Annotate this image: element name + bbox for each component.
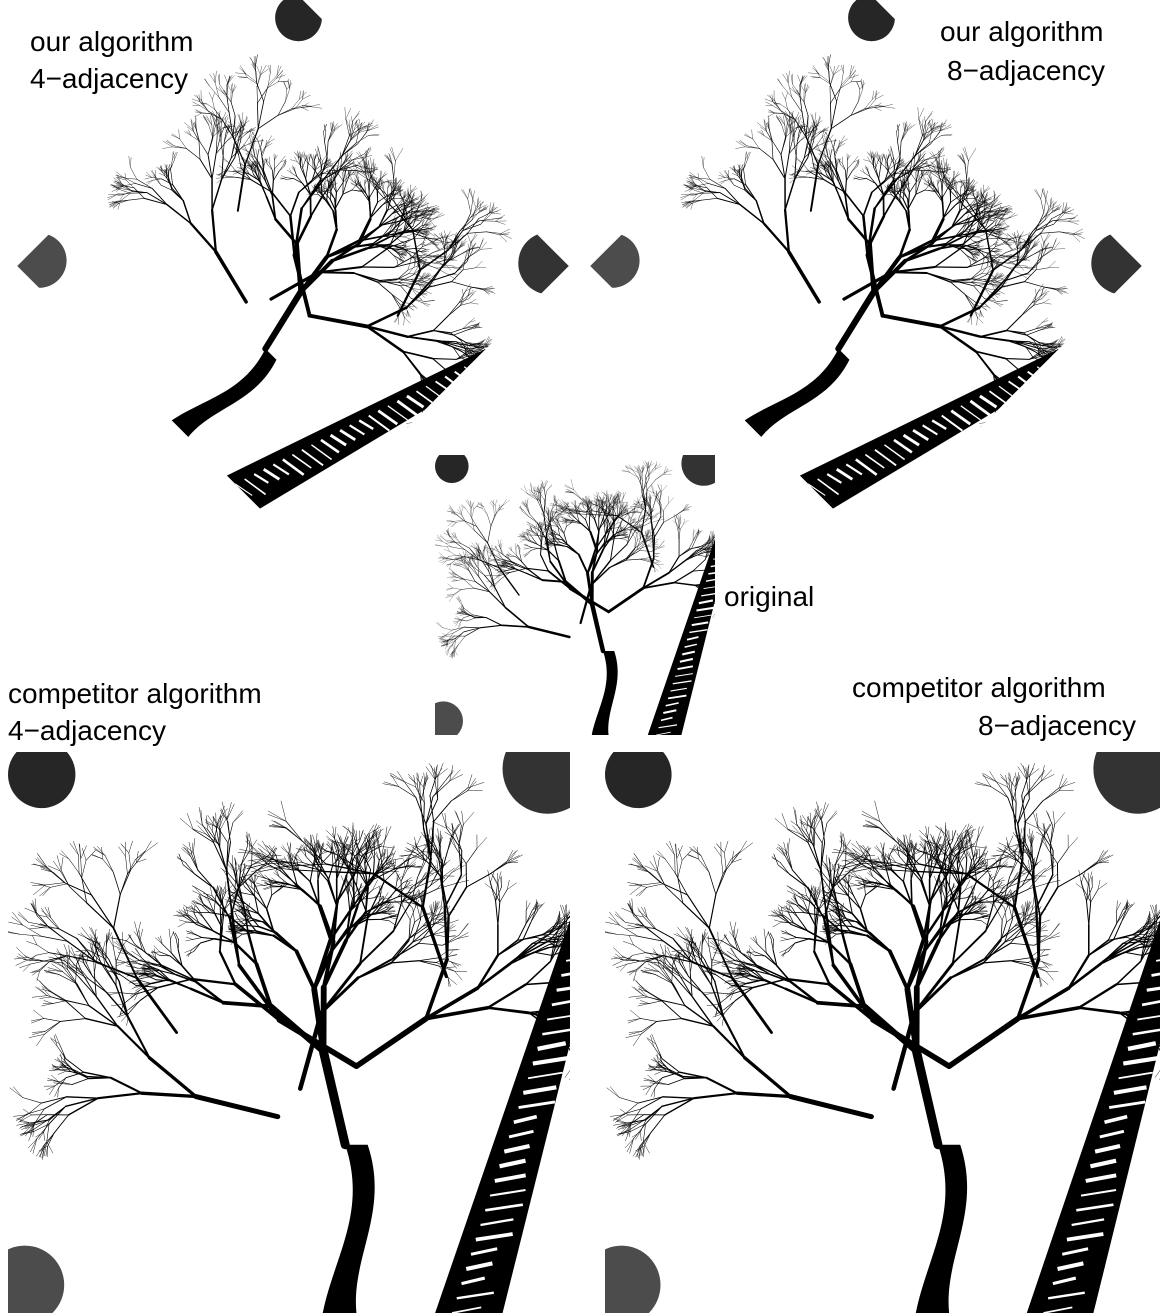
panel-label: competitor algorithm (852, 672, 1106, 703)
panel-label: 8−adjacency (978, 710, 1136, 741)
panel-label: our algorithm (30, 26, 193, 57)
panel-label: 4−adjacency (30, 63, 188, 94)
figure: our algorithm 4−adjacency our algorithm … (0, 0, 1164, 1313)
image-our-8 (574, 0, 1164, 574)
image-competitor-8 (583, 724, 1164, 1313)
page: {"panels": [ {"line1": "our algorithm", … (0, 0, 1164, 1313)
image-competitor-4 (0, 724, 624, 1313)
panel-label: 8−adjacency (947, 55, 1105, 86)
panel-label: original (724, 581, 814, 612)
panel-label: our algorithm (940, 16, 1103, 47)
panel-label: 4−adjacency (8, 715, 166, 746)
image-original (424, 441, 742, 741)
panel-label: competitor algorithm (8, 678, 262, 709)
